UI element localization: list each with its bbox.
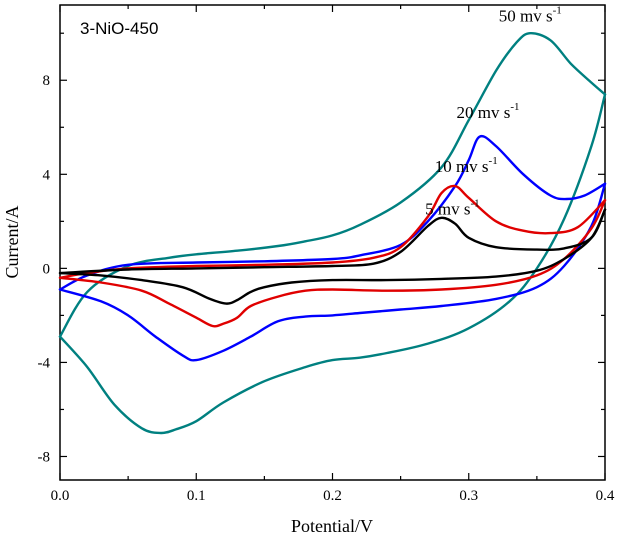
x-tick-label: 0.4 bbox=[596, 488, 615, 504]
y-tick-label: -8 bbox=[38, 449, 51, 465]
y-tick-label: 4 bbox=[43, 167, 51, 183]
plot-area-border bbox=[59, 4, 606, 481]
plot-frame bbox=[59, 4, 606, 481]
anodic-sweep-line bbox=[58, 208, 607, 275]
anodic-sweep-line bbox=[58, 134, 607, 291]
series-labels: 50 mv s-1 20 mv s-1 10 mv s-1 5 mv s-1 bbox=[425, 4, 562, 218]
cathodic-sweep-line bbox=[58, 199, 607, 328]
cv-loop-2 bbox=[58, 184, 607, 328]
y-axis-label: Current/A bbox=[2, 206, 22, 279]
y-tick-label: -4 bbox=[38, 355, 51, 371]
x-tick-label: 0.1 bbox=[187, 488, 206, 504]
anodic-sweep-line bbox=[58, 184, 607, 279]
y-tick-label: 0 bbox=[43, 261, 51, 277]
cv-curves bbox=[58, 31, 607, 435]
series-label: 5 mv s-1 bbox=[425, 197, 480, 218]
chart-title: 3-NiO-450 bbox=[80, 19, 158, 38]
series-label: 10 mv s-1 bbox=[435, 155, 498, 176]
axis-ticks bbox=[59, 5, 606, 480]
series-label: 20 mv s-1 bbox=[456, 101, 519, 122]
x-tick-label: 0.2 bbox=[323, 488, 342, 504]
cathodic-sweep-line bbox=[58, 182, 607, 362]
x-tick-label: 0.3 bbox=[459, 488, 478, 504]
x-axis-label: Potential/V bbox=[291, 516, 373, 536]
anodic-sweep-line bbox=[58, 31, 607, 338]
cv-loop-1 bbox=[58, 134, 607, 362]
series-label: 50 mv s-1 bbox=[499, 4, 562, 25]
cathodic-sweep-line bbox=[58, 208, 607, 305]
x-tick-label: 0.0 bbox=[51, 488, 70, 504]
cv-loop-3 bbox=[58, 208, 607, 305]
cv-loop-0 bbox=[58, 31, 607, 435]
cathodic-sweep-line bbox=[58, 93, 607, 435]
y-tick-label: 8 bbox=[43, 73, 51, 89]
axis-tick-labels: 0.0 0.1 0.2 0.3 0.4 -8 -4 0 4 8 bbox=[38, 73, 615, 504]
